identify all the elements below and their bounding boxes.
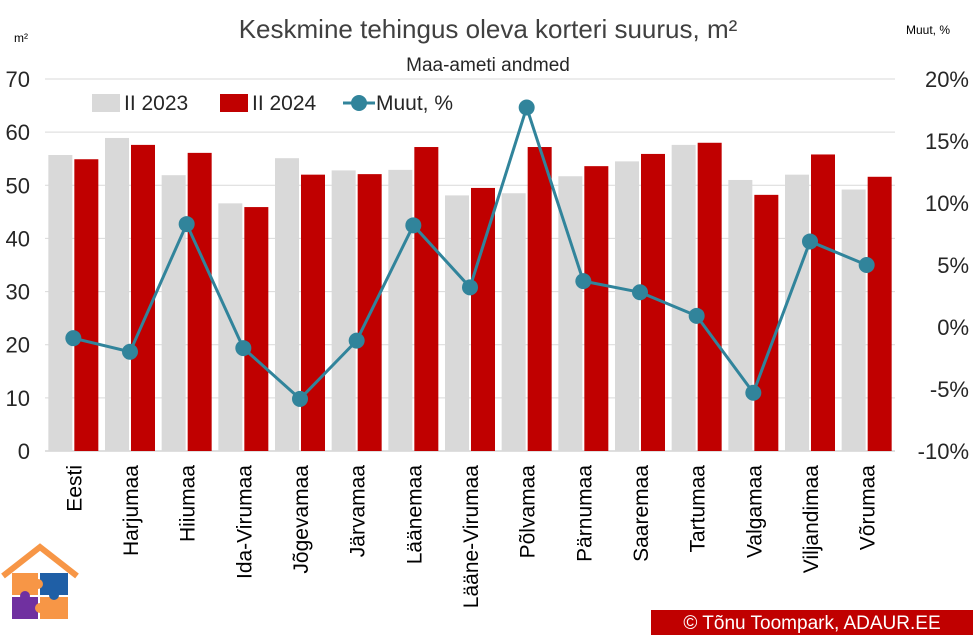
bar-series [48,137,892,452]
change-point [178,216,195,233]
bar-2023 [615,161,639,451]
y-axis-left-unit: m² [14,31,28,45]
chart-title: Keskmine tehingus oleva korteri suurus, … [239,14,738,44]
x-category-label: Valgamaa [743,465,766,558]
bar-2023 [218,203,243,451]
bar-2024 [471,187,495,451]
y-left-tick-label: 20 [6,333,30,358]
bar-2023 [671,144,696,451]
x-category-label: Põlvamaa [517,465,540,559]
bar-2024 [867,176,892,452]
bar-2023 [388,169,413,452]
bar-2023 [48,154,73,451]
change-point [802,233,818,250]
logo [1,543,79,619]
bar-2024 [244,207,269,451]
y-left-tick-label: 70 [6,67,30,92]
change-point [632,284,648,301]
legend-marker-change [351,95,367,111]
change-point [348,332,365,349]
change-point [462,279,478,296]
gridlines [45,78,895,452]
credit-banner: © Tõnu Toompark, ADAUR.EE [651,610,973,635]
legend-swatch-2023 [92,94,120,112]
bar-2024 [131,144,155,451]
bar-2023 [785,174,809,451]
change-point [745,384,762,401]
change-point [688,307,705,324]
x-category-label: Ida-Virumaa [233,465,256,579]
bar-2024 [187,152,212,451]
x-category-label: Võrumaa [857,465,880,551]
x-category-label: Jõgevamaa [290,465,313,574]
bar-2024 [811,154,835,451]
y-right-tick-label: 15% [925,129,969,154]
change-point [575,273,592,290]
bar-2023 [105,137,129,451]
logo-puzzle-purple [12,597,38,619]
y-left-tick-label: 60 [6,120,30,145]
y-axis-right: -10% -5% 0% 5% 10% 15% 20% [918,67,969,464]
y-right-tick-label: -10% [918,439,969,464]
x-category-label: Saaremaa [630,465,653,562]
change-point [858,257,875,273]
bar-2024 [414,147,439,451]
y-right-tick-label: 10% [925,191,969,216]
bar-2024 [527,147,552,451]
bar-2023 [558,176,583,451]
y-right-tick-label: 0% [937,315,969,340]
bar-2023 [331,170,356,452]
x-category-label: Järvamaa [347,465,370,558]
x-category-label: Lääne-Virumaa [460,465,483,609]
bar-2024 [584,166,609,451]
logo-puzzle-orange [12,573,38,595]
legend-label-2024: II 2024 [252,92,317,115]
bar-2024 [74,159,99,451]
y-right-tick-label: 5% [937,253,969,278]
logo-puzzle-blue [40,573,68,595]
x-category-label: Viljandimaa [800,465,823,573]
credit-text: © Tõnu Toompark, ADAUR.EE [683,613,940,634]
legend-swatch-2024 [220,94,248,112]
change-point [65,330,82,347]
line-series [65,99,875,407]
logo-puzzle-orange-2 [40,597,68,619]
bar-2024 [754,194,779,451]
change-point [122,343,138,360]
y-axis-left: 0 10 20 30 40 50 60 70 [6,67,30,464]
y-left-tick-label: 30 [6,280,30,305]
chart-subtitle: Maa-ameti andmed [406,55,570,76]
bar-2023 [501,193,526,451]
legend: II 2023 II 2024 Muut, % [80,84,500,118]
y-right-tick-label: -5% [930,377,969,402]
y-left-tick-label: 40 [6,226,30,251]
change-point [518,99,535,116]
x-category-label: Eesti [63,465,86,512]
legend-label-change: Muut, % [376,92,453,115]
logo-roof [1,543,79,579]
bar-2023 [445,195,469,451]
x-axis-categories: Eesti Harjumaa Hiiumaa Ida-Virumaa Jõgevamaa… [63,465,879,609]
x-category-label: Pärnumaa [573,465,596,562]
x-category-label: Läänemaa [403,465,426,565]
bar-2023 [728,179,753,451]
bar-2023 [275,158,299,451]
y-right-tick-label: 20% [925,67,969,92]
y-left-tick-label: 10 [6,386,30,411]
x-category-label: Hiiumaa [177,465,200,542]
y-axis-right-unit: Muut, % [906,23,950,37]
x-category-label: Harjumaa [120,465,143,556]
y-left-tick-label: 50 [6,173,30,198]
bar-2023 [841,189,866,451]
bar-2023 [161,175,186,451]
x-category-label: Tartumaa [687,465,710,553]
y-left-tick-label: 0 [18,439,30,464]
legend-label-2023: II 2023 [124,92,188,115]
bar-2024 [697,142,722,451]
change-point [292,390,308,407]
change-point [235,340,252,357]
bar-2024 [301,174,325,451]
change-point [405,217,422,234]
